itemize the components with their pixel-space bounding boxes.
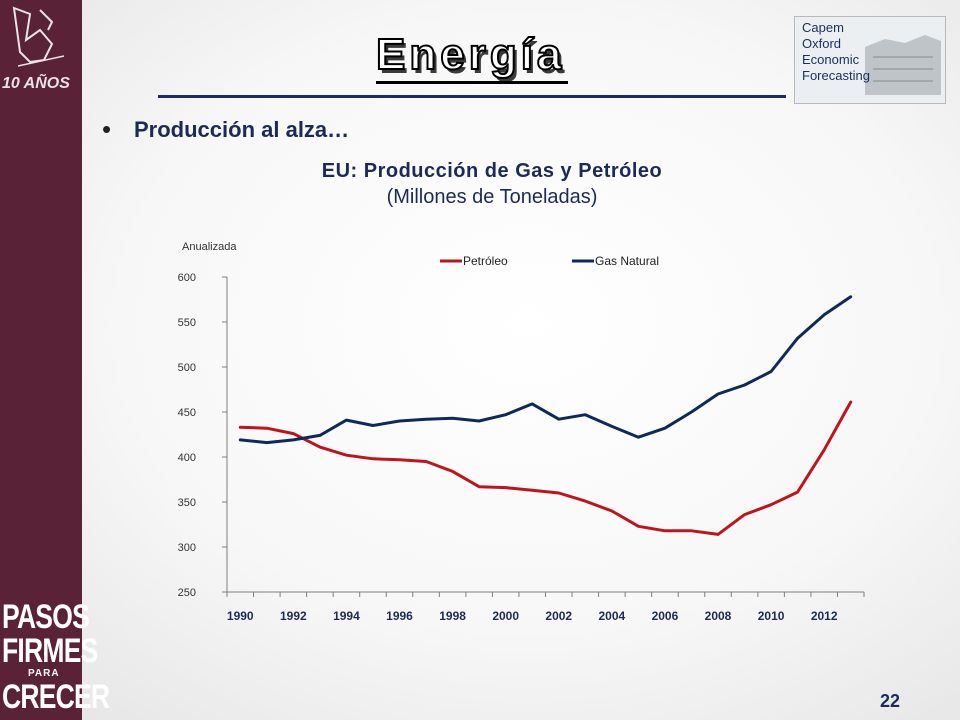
x-tick-label: 1996 <box>386 609 413 623</box>
capem-line-4: Forecasting <box>802 68 870 83</box>
capem-line-1: Capem <box>802 20 844 35</box>
x-tick-label: 2008 <box>705 609 732 623</box>
x-tick-label: 2012 <box>811 609 838 623</box>
y-tick-label: 500 <box>178 362 196 374</box>
capem-line-2: Oxford <box>802 36 842 51</box>
chart-subtitle: (Millones de Toneladas) <box>386 186 598 208</box>
capem-line-3: Economic <box>802 52 860 67</box>
logo-word-3: PARA <box>28 668 60 679</box>
y-tick-label: 400 <box>178 452 196 464</box>
x-tick-label: 1990 <box>227 609 254 623</box>
x-tick-label: 2000 <box>492 609 519 623</box>
anniversary-logo-text: 10 AÑOS <box>2 72 70 92</box>
chart-annotation: Anualizada <box>182 241 237 253</box>
anniversary-logo: 10 AÑOS <box>0 0 82 92</box>
y-tick-label: 600 <box>178 272 196 284</box>
capem-logo-text: Capem Oxford Economic Forecasting <box>802 20 870 84</box>
building-icon <box>865 35 941 95</box>
capem-logo <box>794 16 946 104</box>
title-rule <box>158 95 786 98</box>
bullet-text: Producción al alza… <box>134 117 350 142</box>
y-tick-label: 450 <box>178 407 196 419</box>
series-line-petroleo <box>238 400 853 536</box>
y-tick-label: 350 <box>178 497 196 509</box>
bullet-icon: • <box>102 114 112 144</box>
legend-label: Petróleo <box>463 254 508 268</box>
title-underline <box>376 81 568 84</box>
x-tick-label: 1998 <box>439 609 466 623</box>
legend-label: Gas Natural <box>595 254 659 268</box>
sidebar <box>0 0 82 720</box>
x-tick-label: 2004 <box>599 609 626 623</box>
x-tick-label: 2010 <box>758 609 785 623</box>
series-line-gas-natural <box>238 295 853 445</box>
x-tick-label: 1992 <box>280 609 307 623</box>
y-tick-label: 250 <box>178 587 196 599</box>
x-tick-label: 2006 <box>652 609 679 623</box>
y-tick-label: 550 <box>178 317 196 329</box>
y-tick-label: 300 <box>178 542 196 554</box>
page-number: 22 <box>880 691 901 711</box>
page-title: Energía <box>375 29 566 80</box>
chart-title: EU: Producción de Gas y Petróleo <box>321 160 663 182</box>
x-tick-label: 1994 <box>333 609 360 623</box>
x-tick-label: 2002 <box>545 609 572 623</box>
